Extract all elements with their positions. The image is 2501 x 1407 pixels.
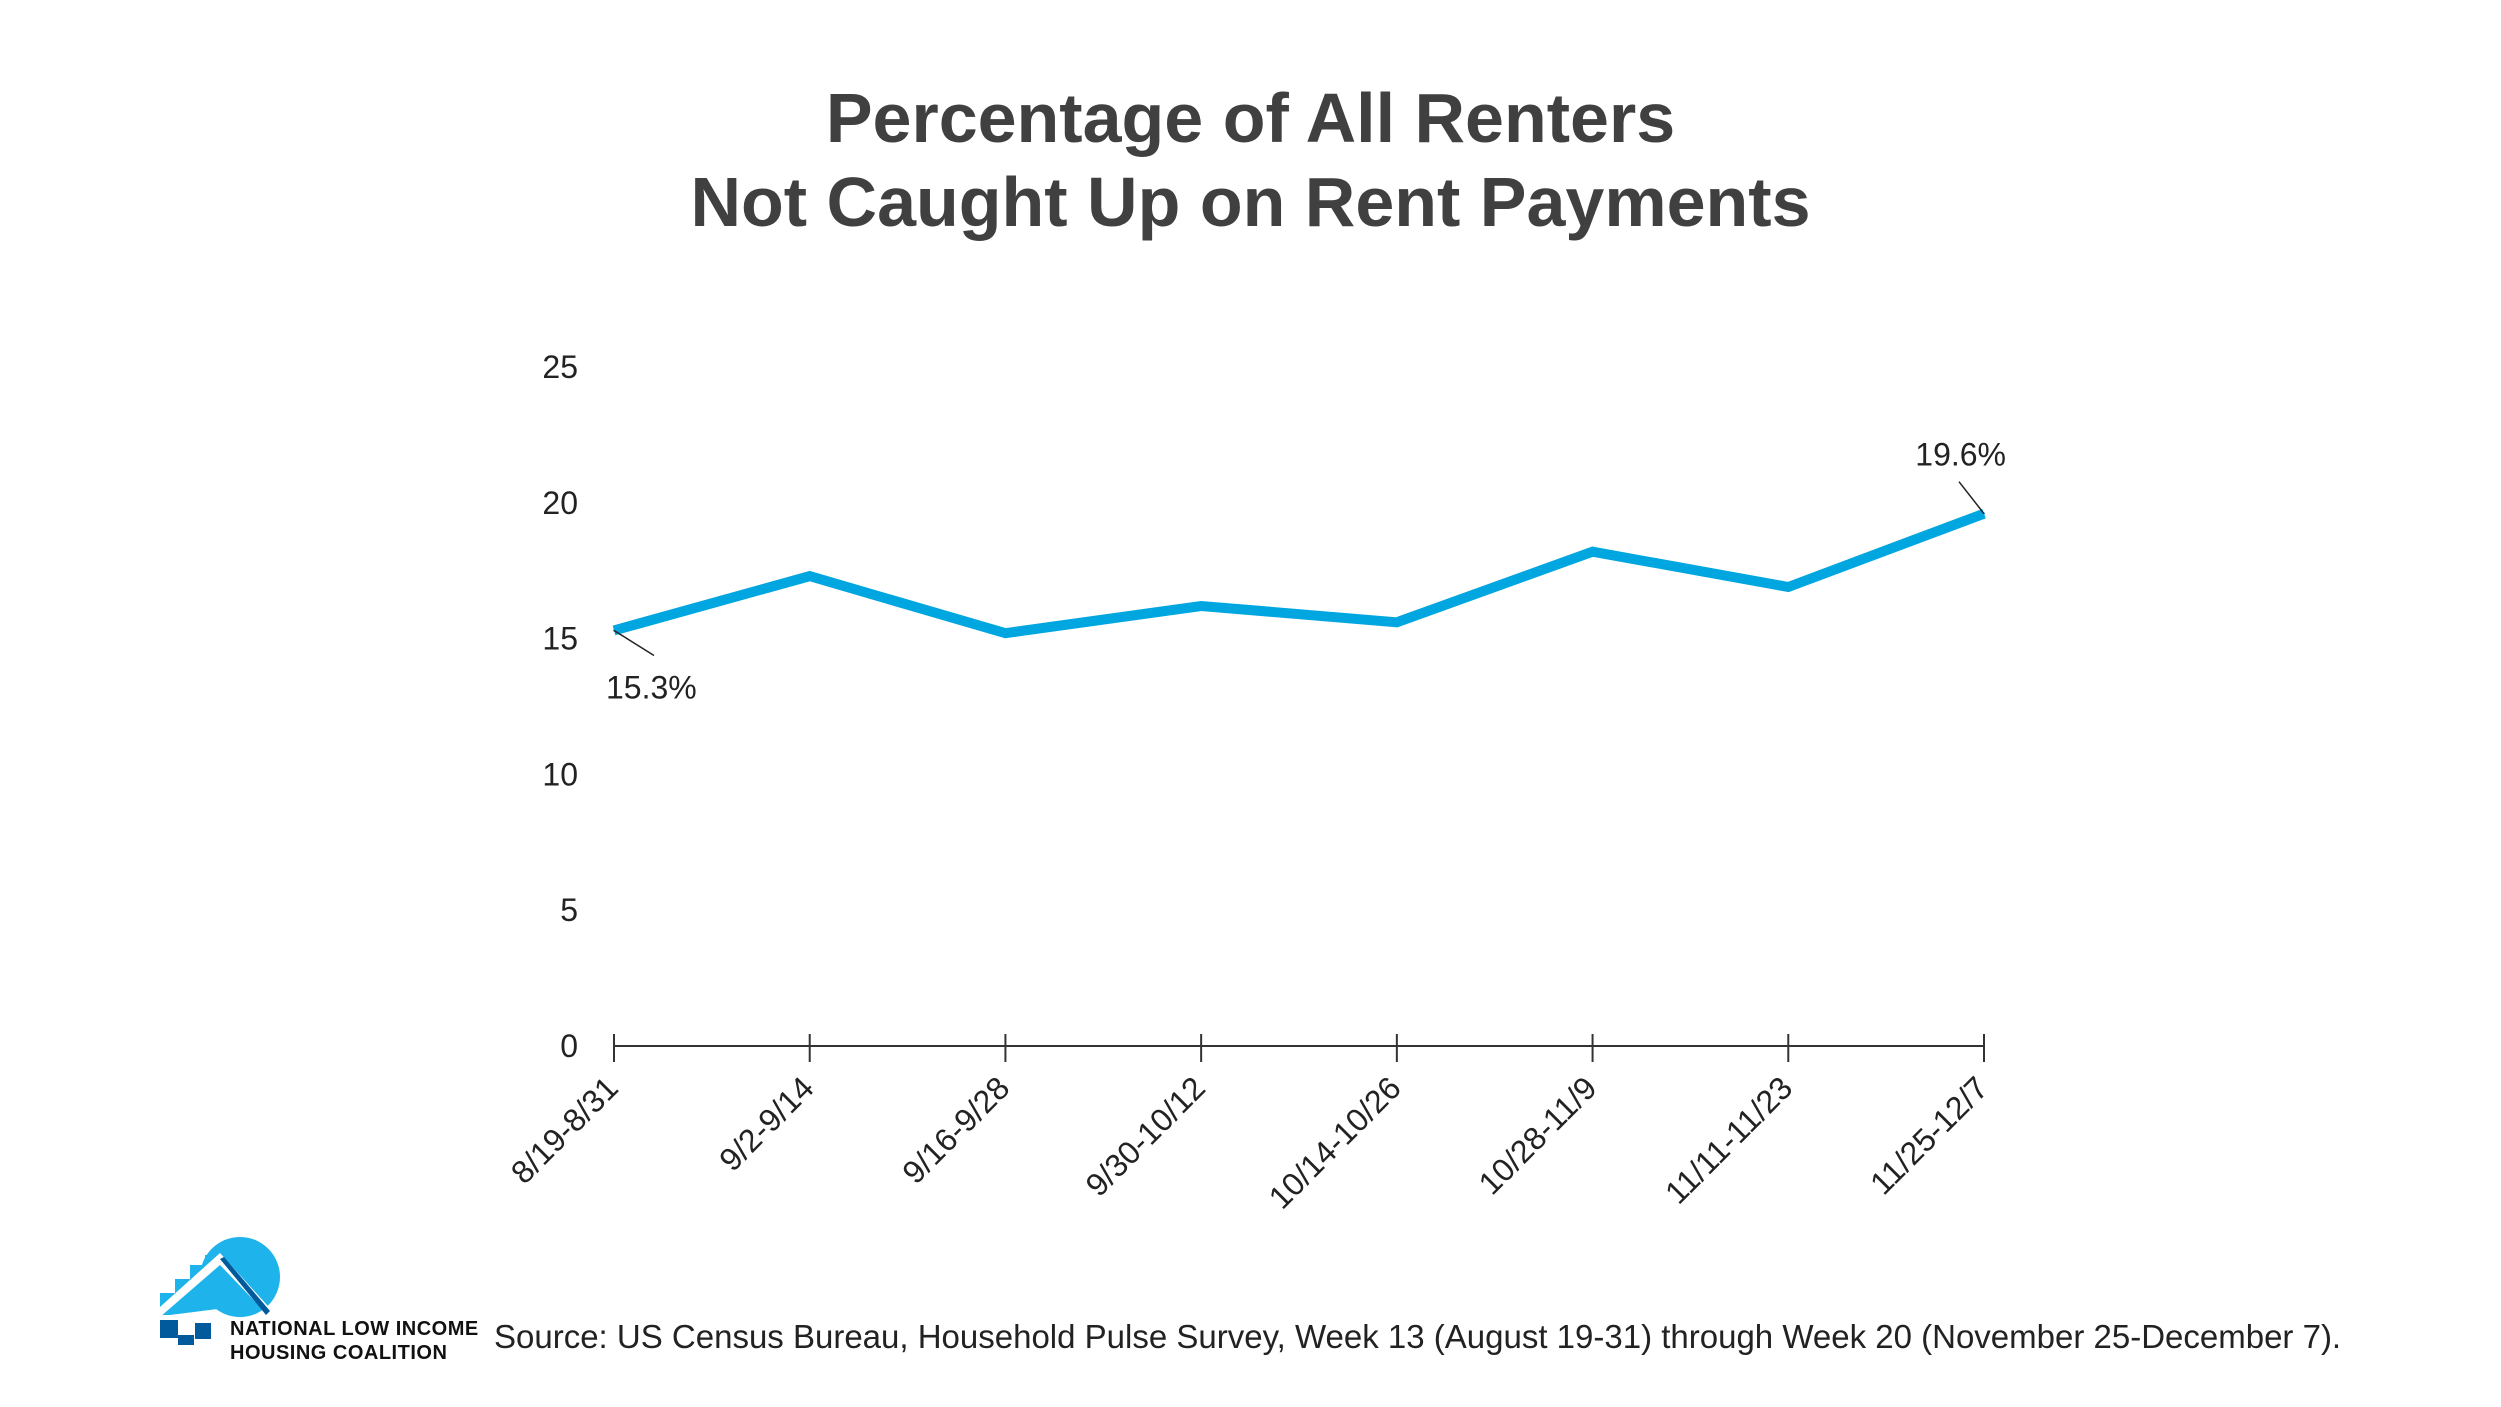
x-tick-label: 10/28-11/9: [1472, 1069, 1604, 1201]
chart-title: Percentage of All Renters Not Caught Up …: [0, 76, 2501, 244]
nlihc-logo: [150, 1235, 280, 1350]
logo-text: NATIONAL LOW INCOME HOUSING COALITION: [230, 1317, 479, 1365]
title-line-1: Percentage of All Renters: [825, 79, 1676, 157]
title-line-2: Not Caught Up on Rent Payments: [690, 163, 1811, 241]
y-tick-label: 5: [560, 892, 578, 928]
logo-line-2: HOUSING COALITION: [230, 1342, 448, 1364]
data-label: 19.6%: [1915, 437, 2006, 473]
data-point: [1200, 605, 1203, 608]
series-line: [612, 508, 1986, 639]
logo-line-1: NATIONAL LOW INCOME: [230, 1318, 479, 1340]
data-point: [1395, 621, 1398, 624]
data-point: [808, 575, 811, 578]
data-point: [1591, 550, 1594, 553]
y-tick-label: 20: [542, 485, 578, 521]
y-tick-label: 0: [560, 1028, 578, 1064]
x-tick-label: 8/19-8/31: [504, 1069, 625, 1190]
x-tick-label: 9/30-10/12: [1078, 1069, 1212, 1203]
annotation-leader: [613, 629, 655, 657]
line-chart: 0 5 10 15 20 25 8/19-8/31 9/2-9/14 9/16-9/28 9/30…: [504, 349, 2006, 1216]
y-tick-label: 25: [542, 349, 578, 385]
data-label: 15.3%: [606, 669, 697, 705]
x-tick-label: 10/14-10/26: [1262, 1069, 1408, 1215]
house-logo-icon: [160, 1237, 280, 1349]
y-tick-label: 10: [542, 756, 578, 792]
data-point: [1004, 632, 1007, 635]
x-tick-label: 11/11-11/23: [1658, 1069, 1799, 1210]
annotation-leader: [1958, 481, 1985, 515]
x-tick-label: 11/25-12/7: [1863, 1069, 1995, 1201]
source-note: Source: US Census Bureau, Household Puls…: [494, 1318, 2342, 1355]
y-tick-label: 15: [542, 621, 578, 657]
data-point: [1787, 585, 1790, 588]
x-tick-label: 9/16-9/28: [895, 1069, 1016, 1190]
x-tick-label: 9/2-9/14: [712, 1069, 820, 1177]
